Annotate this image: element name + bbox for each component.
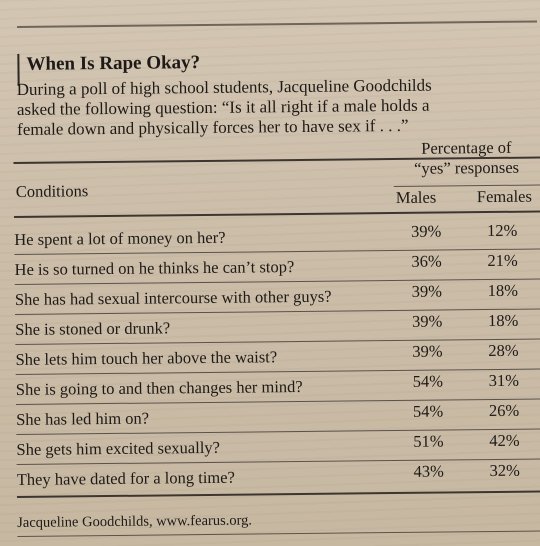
condition-cell: She lets him touch her above the waist?: [15, 347, 278, 369]
condition-cell: He spent a lot of money on her?: [14, 227, 226, 249]
condition-cell: She has had sexual intercourse with othe…: [14, 286, 332, 309]
males-cell: 51%: [413, 431, 444, 451]
males-cell: 54%: [412, 401, 444, 421]
percentage-header: Percentage of “yes” responses: [395, 138, 537, 179]
males-header: Males: [395, 187, 437, 207]
females-cell: 32%: [489, 460, 520, 481]
condition-cell: She is stoned or drunk?: [15, 318, 171, 339]
males-cell: 39%: [412, 341, 443, 361]
source-credit: Jacqueline Goodchilds, www.fearus.org.: [17, 512, 253, 531]
males-cell: 39%: [411, 281, 443, 301]
females-cell: 28%: [488, 340, 519, 361]
females-header: Females: [476, 186, 532, 207]
females-cell: 21%: [487, 250, 518, 271]
sidebar-box: When Is Rape Okay? During a poll of high…: [12, 16, 540, 540]
males-cell: 36%: [411, 251, 442, 271]
females-cell: 31%: [488, 370, 520, 391]
condition-cell: She has led him on?: [16, 408, 150, 429]
percentage-header-line: “yes” responses: [413, 157, 520, 178]
males-cell: 43%: [413, 461, 444, 481]
females-cell: 18%: [487, 310, 519, 331]
percentage-header-line: Percentage of: [421, 137, 512, 158]
table-row: They have dated for a long time? 43% 32%: [17, 458, 540, 494]
males-cell: 39%: [410, 221, 442, 241]
condition-cell: He is so turned on he thinks he can’t st…: [14, 257, 295, 279]
females-cell: 18%: [487, 280, 519, 301]
females-cell: 42%: [489, 430, 520, 451]
conditions-header: Conditions: [15, 181, 89, 201]
column-header-rule: [14, 210, 540, 218]
intro-line: female down and physically forces her to…: [17, 115, 409, 139]
males-cell: 54%: [412, 371, 444, 391]
females-cell: 12%: [486, 220, 518, 241]
males-cell: 39%: [411, 311, 443, 331]
condition-cell: They have dated for a long time?: [16, 467, 235, 489]
box-title: When Is Rape Okay?: [26, 52, 201, 75]
intro-text: During a poll of high school students, J…: [17, 74, 540, 139]
condition-cell: She gets him excited sexually?: [16, 437, 221, 459]
females-cell: 26%: [488, 400, 520, 421]
top-rule: [17, 20, 538, 28]
condition-cell: She is going to and then changes her min…: [15, 376, 303, 399]
box-bottom-rule: [17, 530, 540, 537]
